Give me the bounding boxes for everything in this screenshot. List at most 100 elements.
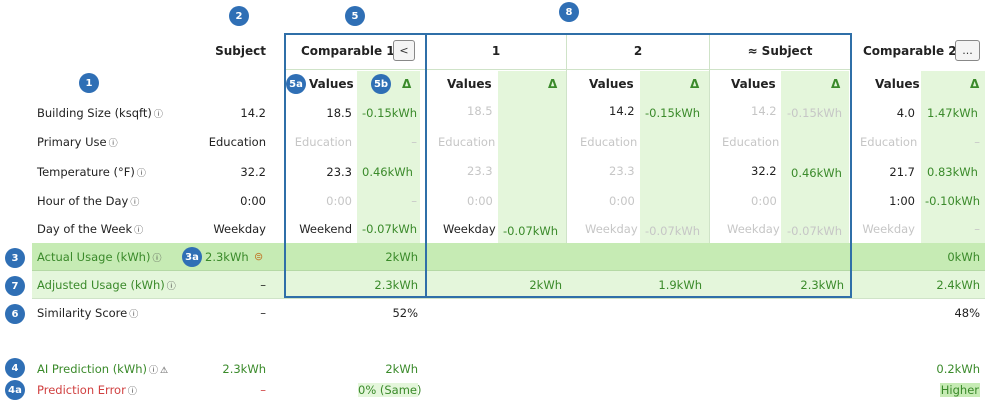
divider [32, 270, 985, 271]
subject-temperature: 32.2 [240, 165, 266, 179]
subject-adjusted-usage: – [260, 278, 266, 292]
neutral-face-icon: ⊜ [254, 250, 264, 263]
s3-building-size: 14.2 [751, 104, 777, 118]
badge-5: 5 [345, 6, 365, 26]
c1-prediction-error: 0% (Same) [358, 383, 422, 397]
help-icon[interactable]: ⓘ [130, 198, 140, 208]
badge-4: 4 [5, 358, 25, 378]
prev-comparable-button[interactable]: < [393, 40, 415, 61]
divider [709, 33, 710, 243]
comparable2-header: Comparable 2 [863, 44, 957, 58]
c2-building-size-delta: 1.47kWh [927, 106, 978, 120]
step1-header: 1 [491, 44, 501, 58]
day-label: Day of the Week ⓘ [37, 222, 144, 236]
s1-delta-column-bg [498, 71, 566, 243]
subject-primary-use: Education [208, 135, 266, 149]
help-icon[interactable]: ⓘ [152, 254, 162, 264]
c2-primary-use: Education [860, 135, 918, 149]
subject-header: Subject [215, 44, 266, 58]
c2-prediction-error: Higher [940, 383, 980, 397]
c1-delta-header: Δ [402, 77, 412, 91]
adjusted-usage-row-bg [32, 271, 985, 298]
help-icon[interactable]: ⓘ [127, 387, 137, 397]
s1-delta-header: Δ [548, 77, 558, 91]
s1-values-header: Values [447, 77, 492, 91]
c2-day: Weekday [862, 222, 915, 236]
c1-building-size: 18.5 [326, 106, 352, 120]
c2-delta-column-bg [921, 71, 985, 243]
s2-primary-use: Education [580, 135, 638, 149]
c2-delta-header: Δ [970, 77, 980, 91]
s1-hour: 0:00 [467, 194, 493, 208]
help-icon[interactable]: ⓘ [134, 226, 144, 236]
s2-values-header: Values [589, 77, 634, 91]
building-size-label: Building Size (ksqft) ⓘ [37, 106, 163, 120]
s2-building-size-delta: -0.15kWh [645, 106, 701, 120]
c1-values-header: Values [309, 77, 354, 91]
warning-icon: ⚠ [160, 366, 169, 376]
help-icon[interactable]: ⓘ [149, 366, 159, 376]
subject-ai-prediction: 2.3kWh [222, 362, 266, 376]
c1-adjusted-usage: 2.3kWh [374, 278, 418, 292]
help-icon[interactable]: ⓘ [166, 282, 176, 292]
divider [285, 69, 850, 70]
c2-adjusted-usage: 2.4kWh [936, 278, 980, 292]
divider [32, 298, 985, 299]
subject-actual-usage: 2.3kWh [205, 250, 249, 264]
s2-adjusted-usage: 1.9kWh [658, 278, 702, 292]
s2-delta-header: Δ [690, 77, 700, 91]
c2-building-size: 4.0 [896, 106, 915, 120]
c2-actual-usage: 0kWh [947, 250, 980, 264]
adjusted-usage-label: Adjusted Usage (kWh) ⓘ [37, 278, 176, 292]
badge-4a: 4a [5, 380, 25, 400]
c1-hour-delta: – [411, 194, 417, 208]
badge-2: 2 [229, 6, 249, 26]
s3-temperature: 32.2 [751, 164, 777, 178]
c2-temperature: 21.7 [889, 165, 915, 179]
similarity-score-label: Similarity Score ⓘ [37, 306, 139, 320]
badge-6: 6 [5, 304, 25, 324]
ai-prediction-label: AI Prediction (kWh) ⓘ ⚠ [37, 362, 169, 376]
c2-day-delta: – [974, 222, 980, 236]
primary-use-label: Primary Use ⓘ [37, 135, 118, 149]
help-icon[interactable]: ⓘ [153, 110, 163, 120]
s2-day: Weekday [585, 222, 638, 236]
c2-ai-prediction: 0.2kWh [936, 362, 980, 376]
help-icon[interactable]: ⓘ [108, 139, 118, 149]
s3-primary-use: Education [722, 135, 780, 149]
s1-building-size: 18.5 [467, 104, 493, 118]
comparable1-header: Comparable 1 [301, 44, 395, 58]
c1-temperature: 23.3 [326, 165, 352, 179]
s3-building-size-delta: -0.15kWh [787, 106, 843, 120]
prediction-error-label: Prediction Error ⓘ [37, 383, 137, 397]
s3-hour: 0:00 [751, 194, 777, 208]
c2-similarity: 48% [954, 306, 980, 320]
c1-actual-usage: 2kWh [385, 250, 418, 264]
c2-primary-use-delta: – [974, 135, 980, 149]
temperature-label: Temperature (°F) ⓘ [37, 165, 146, 179]
c1-building-size-delta: -0.15kWh [362, 106, 418, 120]
c2-hour: 1:00 [889, 194, 915, 208]
s1-day: Weekday [443, 222, 496, 236]
badge-8: 8 [559, 2, 579, 22]
c2-values-header: Values [875, 77, 920, 91]
help-icon[interactable]: ⓘ [129, 310, 139, 320]
s2-building-size: 14.2 [609, 104, 635, 118]
more-comparables-button[interactable]: ... [955, 40, 980, 61]
c2-hour-delta: -0.10kWh [925, 194, 981, 208]
s3-temperature-delta: 0.46kWh [791, 166, 842, 180]
approx-subject-header: ≈ Subject [747, 44, 813, 58]
c1-primary-use: Education [294, 135, 352, 149]
c1-primary-use-delta: – [411, 135, 417, 149]
s3-values-header: Values [731, 77, 776, 91]
help-icon[interactable]: ⓘ [136, 169, 146, 179]
s1-adjusted-usage: 2kWh [529, 278, 562, 292]
c1-ai-prediction: 2kWh [385, 362, 418, 376]
divider [566, 33, 567, 243]
badge-3: 3 [5, 248, 25, 268]
s2-temperature: 23.3 [609, 164, 635, 178]
step2-header: 2 [633, 44, 643, 58]
s3-day: Weekday [727, 222, 780, 236]
badge-5b: 5b [371, 74, 391, 94]
c1-hour: 0:00 [326, 194, 352, 208]
